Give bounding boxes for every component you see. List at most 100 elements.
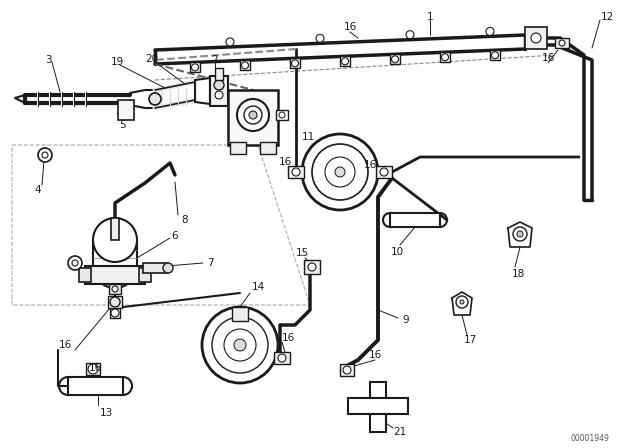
Text: 8: 8 — [182, 215, 188, 225]
Bar — [210, 76, 228, 106]
Bar — [348, 398, 408, 414]
Circle shape — [42, 152, 48, 158]
Circle shape — [224, 329, 256, 361]
Bar — [274, 352, 290, 364]
Text: 15: 15 — [296, 248, 308, 258]
Circle shape — [191, 64, 198, 71]
Bar — [240, 60, 250, 70]
Circle shape — [93, 218, 137, 262]
Circle shape — [392, 56, 399, 63]
Circle shape — [279, 112, 285, 118]
Bar — [232, 307, 248, 321]
Text: 1: 1 — [427, 12, 433, 22]
Circle shape — [249, 111, 257, 119]
Bar — [110, 308, 120, 318]
Bar — [85, 266, 145, 284]
Text: 12: 12 — [600, 12, 614, 22]
Circle shape — [112, 286, 118, 292]
Text: 16: 16 — [344, 22, 356, 32]
Text: 16: 16 — [282, 333, 294, 343]
Bar — [490, 50, 500, 60]
Text: 16: 16 — [541, 53, 555, 63]
Bar — [190, 62, 200, 73]
Text: 16: 16 — [364, 160, 376, 170]
Bar — [525, 27, 547, 49]
Bar — [109, 284, 121, 294]
Bar — [111, 218, 119, 240]
Bar — [108, 296, 122, 308]
Circle shape — [316, 34, 324, 42]
Text: 20: 20 — [145, 54, 159, 64]
Circle shape — [72, 260, 78, 266]
Circle shape — [278, 354, 286, 362]
Text: 16: 16 — [369, 350, 381, 360]
Circle shape — [291, 60, 298, 67]
Circle shape — [335, 167, 345, 177]
Circle shape — [202, 307, 278, 383]
Circle shape — [492, 52, 499, 59]
Bar — [390, 54, 400, 64]
Circle shape — [380, 168, 388, 176]
Text: 19: 19 — [110, 57, 124, 67]
Circle shape — [241, 62, 248, 69]
Bar — [260, 142, 276, 154]
Bar — [340, 364, 354, 376]
Bar — [139, 268, 151, 282]
Text: 2: 2 — [212, 55, 218, 65]
Text: 17: 17 — [463, 335, 477, 345]
Circle shape — [234, 339, 246, 351]
Circle shape — [343, 366, 351, 374]
Circle shape — [214, 80, 224, 90]
Circle shape — [559, 40, 565, 46]
Circle shape — [486, 27, 494, 35]
Text: 3: 3 — [45, 55, 51, 65]
Bar — [230, 142, 246, 154]
Bar — [215, 68, 223, 80]
Circle shape — [325, 157, 355, 187]
Text: 14: 14 — [252, 282, 264, 292]
Bar — [376, 166, 392, 178]
Circle shape — [460, 300, 464, 304]
Circle shape — [215, 91, 223, 99]
Text: 10: 10 — [390, 247, 404, 257]
Bar — [86, 363, 100, 375]
Circle shape — [212, 317, 268, 373]
Text: 18: 18 — [511, 269, 525, 279]
Bar — [340, 56, 350, 66]
Circle shape — [149, 93, 161, 105]
Circle shape — [38, 148, 52, 162]
Circle shape — [163, 263, 173, 273]
Text: 4: 4 — [35, 185, 42, 195]
Bar — [555, 38, 569, 48]
Circle shape — [292, 168, 300, 176]
Circle shape — [308, 263, 316, 271]
Bar — [390, 213, 440, 227]
Text: 9: 9 — [403, 315, 410, 325]
Bar — [290, 58, 300, 69]
Bar — [118, 100, 134, 120]
Bar — [228, 90, 278, 145]
Text: 00001949: 00001949 — [571, 434, 609, 443]
Text: 21: 21 — [394, 427, 406, 437]
Text: 5: 5 — [118, 120, 125, 130]
Circle shape — [111, 309, 119, 317]
Bar — [79, 268, 91, 282]
Circle shape — [237, 99, 269, 131]
Circle shape — [244, 106, 262, 124]
Circle shape — [513, 227, 527, 241]
Circle shape — [531, 33, 541, 43]
Circle shape — [442, 54, 449, 61]
Text: 13: 13 — [99, 408, 113, 418]
Text: 16: 16 — [88, 363, 102, 373]
Bar — [68, 377, 123, 395]
Circle shape — [68, 256, 82, 270]
Circle shape — [456, 296, 468, 308]
Bar — [143, 263, 168, 273]
Bar — [440, 52, 450, 62]
Text: 11: 11 — [301, 132, 315, 142]
Text: 16: 16 — [58, 340, 72, 350]
Bar — [304, 260, 320, 274]
Circle shape — [517, 231, 523, 237]
Circle shape — [88, 364, 98, 374]
Circle shape — [110, 297, 120, 307]
